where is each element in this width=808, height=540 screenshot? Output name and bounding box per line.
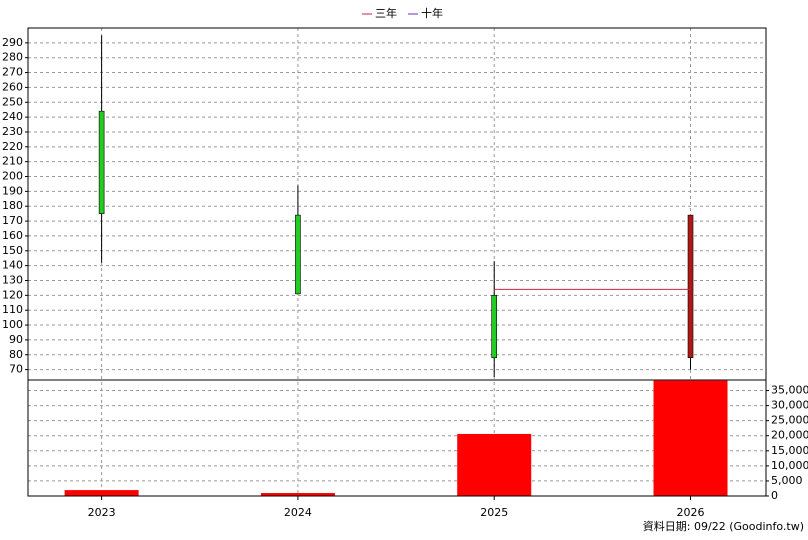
y-tick-label: 70 (9, 363, 23, 376)
y2-tick-label: 15,000 (771, 444, 808, 457)
y2-tick-label: 30,000 (771, 399, 808, 412)
lower-frame (27, 379, 767, 497)
y-tick-label: 90 (9, 333, 23, 346)
volume-bar (457, 433, 532, 496)
y-tick-label: 240 (2, 110, 23, 123)
candle-body (491, 295, 498, 359)
y-tick-label: 130 (2, 273, 23, 286)
y-tick-label: 270 (2, 66, 23, 79)
y-tick-label: 200 (2, 170, 23, 183)
y-tick-label: 260 (2, 80, 23, 93)
y2-tick-label: 20,000 (771, 429, 808, 442)
y-tick-label: 230 (2, 125, 23, 138)
y2-tick-label: 10,000 (771, 459, 808, 472)
y-tick-label: 150 (2, 244, 23, 257)
x-tick-label: 2026 (677, 506, 705, 519)
y2-tick-label: 25,000 (771, 414, 808, 427)
legend-label: 十年 (421, 6, 443, 20)
y-tick-label: 290 (2, 36, 23, 49)
y-tick-label: 170 (2, 214, 23, 227)
candle-body (295, 214, 301, 295)
footer: 資料日期: 09/22 (Goodinfo.tw) (643, 519, 804, 533)
legend-label: 三年 (375, 6, 397, 20)
y-tick-label: 100 (2, 318, 23, 331)
y-tick-label: 250 (2, 95, 23, 108)
y-tick-label: 220 (2, 140, 23, 153)
y-tick-label: 190 (2, 184, 23, 197)
y-tick-label: 140 (2, 259, 23, 272)
y2-tick-label: 35,000 (771, 384, 808, 397)
y-tick-label: 180 (2, 199, 23, 212)
y2-tick-label: 5,000 (771, 474, 803, 487)
y2-tick-label: 0 (771, 489, 778, 502)
y-tick-label: 280 (2, 51, 23, 64)
x-tick-label: 2024 (284, 506, 312, 519)
y-tick-label: 210 (2, 155, 23, 168)
volume-bar (260, 493, 335, 496)
volume-bar (653, 380, 728, 496)
y-tick-label: 80 (9, 348, 23, 361)
y-tick-label: 160 (2, 229, 23, 242)
y-tick-label: 110 (2, 303, 23, 316)
x-tick-label: 2025 (480, 506, 508, 519)
candle-body (98, 110, 105, 214)
volume-bar (64, 490, 139, 496)
x-tick-label: 2023 (88, 506, 116, 519)
plot-area (28, 28, 766, 496)
y-tick-label: 120 (2, 288, 23, 301)
candle-body (687, 214, 694, 359)
